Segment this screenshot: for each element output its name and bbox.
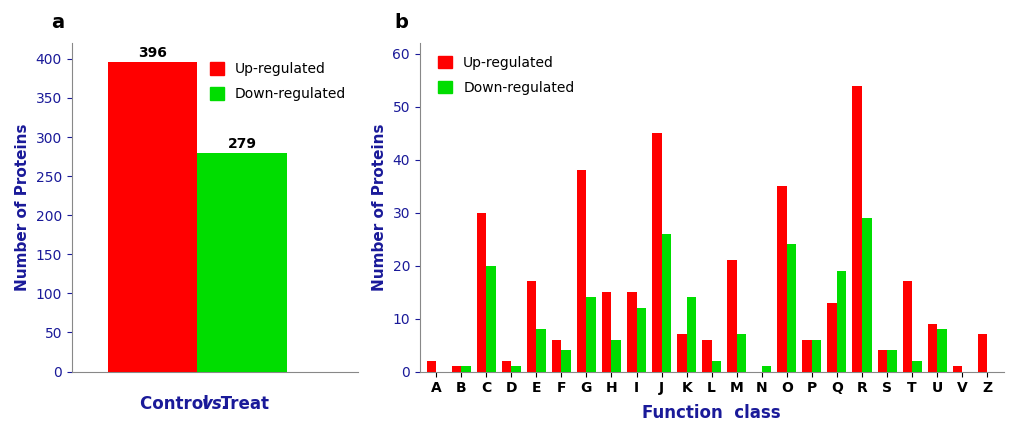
Bar	[702, 340, 712, 372]
Text: 396: 396	[138, 46, 167, 60]
Y-axis label: Number of Proteins: Number of Proteins	[15, 124, 30, 291]
Bar	[677, 334, 687, 372]
Bar	[627, 292, 637, 372]
Bar	[852, 86, 862, 372]
Bar	[526, 282, 537, 372]
Bar	[652, 133, 662, 372]
Bar	[928, 324, 937, 372]
Bar	[727, 260, 736, 372]
Bar	[552, 340, 561, 372]
Bar	[862, 218, 871, 372]
Y-axis label: Number of Proteins: Number of Proteins	[372, 124, 387, 291]
Bar	[912, 361, 922, 372]
Bar	[887, 350, 897, 372]
Bar	[602, 292, 611, 372]
Bar	[561, 350, 571, 372]
Text: b: b	[394, 13, 409, 32]
Bar	[427, 361, 436, 372]
Bar	[611, 340, 621, 372]
Bar	[537, 329, 546, 372]
Bar	[197, 153, 287, 372]
Bar	[461, 366, 471, 372]
Bar	[587, 297, 596, 372]
Bar	[712, 361, 721, 372]
Text: Control: Control	[140, 394, 215, 413]
Text: a: a	[51, 13, 65, 32]
Text: vs.: vs.	[202, 394, 228, 413]
Bar	[937, 329, 946, 372]
Bar	[108, 62, 197, 372]
Legend: Up-regulated, Down-regulated: Up-regulated, Down-regulated	[204, 57, 351, 107]
Bar	[827, 303, 837, 372]
Bar	[687, 297, 696, 372]
Bar	[878, 350, 887, 372]
Bar	[786, 245, 797, 372]
Bar	[577, 170, 587, 372]
Bar	[902, 282, 912, 372]
Bar	[637, 308, 646, 372]
Bar	[978, 334, 987, 372]
Bar	[662, 234, 671, 372]
Text: Function  class: Function class	[642, 404, 781, 422]
Bar	[486, 266, 496, 372]
Bar	[837, 271, 847, 372]
Legend: Up-regulated, Down-regulated: Up-regulated, Down-regulated	[432, 50, 580, 100]
Bar	[452, 366, 461, 372]
Bar	[812, 340, 821, 372]
Bar	[736, 334, 746, 372]
Bar	[803, 340, 812, 372]
Bar	[502, 361, 511, 372]
Text: Treat: Treat	[215, 394, 269, 413]
Bar	[777, 186, 786, 372]
Text: 279: 279	[227, 137, 256, 151]
Bar	[762, 366, 771, 372]
Bar	[477, 213, 486, 372]
Bar	[952, 366, 963, 372]
Bar	[511, 366, 521, 372]
